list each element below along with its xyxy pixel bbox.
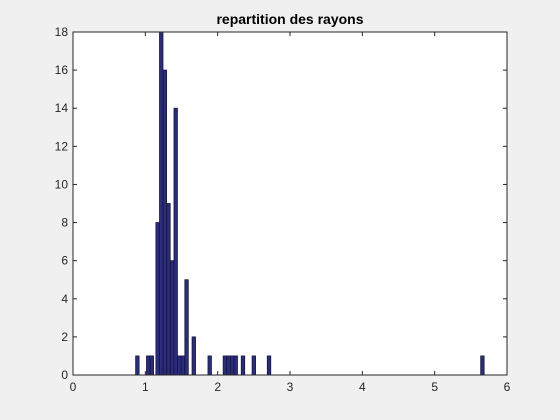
histogram-bar [233,355,238,376]
histogram-bar [135,355,140,376]
x-tick-label: 1 [142,380,149,394]
histogram-bar [166,203,171,376]
histogram-bar [184,279,189,376]
y-tick-label: 14 [55,101,69,115]
histogram-bar [162,69,168,376]
histogram-bar [177,355,182,376]
histogram-bar [169,260,175,376]
histogram-bar [266,355,272,376]
histogram-bar [207,355,212,376]
x-tick-label: 3 [287,380,294,394]
y-tick-label: 10 [55,177,69,191]
histogram-bars [135,31,485,376]
x-tick-label: 4 [359,380,366,394]
axes-background [73,32,507,375]
histogram-bar [180,355,186,376]
histogram-bar [251,355,256,376]
y-tick-label: 6 [61,254,68,268]
histogram-bar [159,31,164,376]
y-tick-label: 16 [55,63,69,77]
histogram-bar [229,355,235,376]
chart-title: repartition des rayons [216,11,363,27]
y-axis-ticks: 0 2 4 6 8 10 12 14 16 18 [55,25,507,382]
x-tick-label: 2 [214,380,221,394]
y-tick-label: 2 [61,330,68,344]
histogram-bar [155,222,160,376]
y-tick-label: 4 [61,292,68,306]
y-tick-label: 8 [61,216,68,230]
histogram-bar [173,107,178,376]
x-tick-label: 5 [431,380,438,394]
histogram-bar [226,355,231,376]
histogram-bar [222,355,228,376]
histogram-bar [149,355,154,376]
histogram-bar [240,355,246,376]
y-tick-label: 12 [55,139,69,153]
y-tick-label: 0 [61,368,68,382]
histogram-bar [191,336,196,376]
x-tick-label: 0 [70,380,77,394]
y-tick-label: 18 [55,25,69,39]
x-axis-ticks: 0 1 2 3 4 5 6 [70,32,511,394]
histogram-bar [480,355,485,376]
x-tick-label: 6 [504,380,511,394]
histogram-bar [146,355,151,376]
